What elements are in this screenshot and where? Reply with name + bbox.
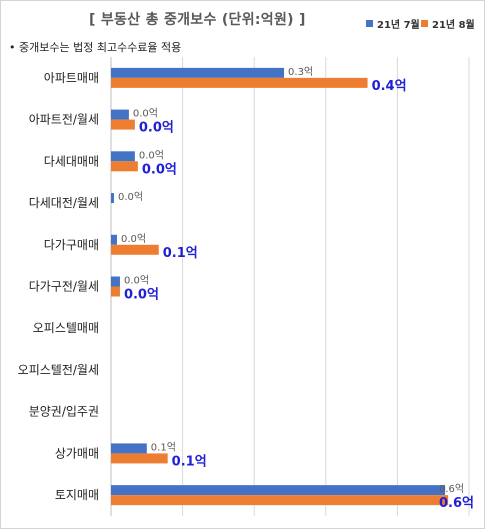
category-label: 다세대전/월세 — [29, 196, 99, 210]
data-label: 0.1억 — [172, 454, 207, 469]
legend-label-series-2: 21년 8월 — [432, 20, 475, 31]
data-label: 0.4억 — [372, 79, 407, 94]
data-label: 0.1억 — [163, 246, 198, 261]
bar — [111, 276, 120, 287]
bar — [111, 67, 285, 78]
bar — [111, 161, 138, 172]
legend-swatch-series-1 — [366, 20, 373, 27]
bar — [111, 109, 129, 120]
bar — [111, 453, 168, 464]
bar — [111, 119, 135, 130]
bar — [111, 485, 446, 496]
legend-item-series-2: 21년 8월 — [421, 16, 475, 31]
category-label: 다가구전/월세 — [29, 280, 99, 294]
legend-item-series-1: 21년 7월 — [366, 16, 420, 31]
category-label: 토지매매 — [55, 488, 99, 502]
category-label: 분양권/입주권 — [29, 405, 99, 419]
category-label: 다가구매매 — [44, 238, 99, 252]
category-label: 오피스텔전/월세 — [18, 363, 99, 377]
category-label: 아파트매매 — [44, 71, 99, 85]
bar — [111, 244, 159, 255]
bar — [111, 495, 449, 506]
data-label: 0.0억 — [124, 275, 149, 287]
data-label: 0.6억 — [439, 483, 464, 495]
bar — [111, 193, 114, 204]
data-label: 0.0억 — [124, 288, 159, 303]
bar — [111, 234, 117, 245]
bullet-icon: • — [9, 41, 19, 54]
category-label: 상가매매 — [55, 446, 99, 460]
category-label: 아파트전/월세 — [29, 113, 99, 127]
data-label: 0.0억 — [139, 149, 164, 161]
bar — [111, 151, 135, 162]
data-label: 0.3억 — [288, 66, 313, 78]
data-label: 0.0억 — [142, 162, 177, 177]
data-label: 0.1억 — [151, 441, 176, 453]
chart-title: [ 부동산 총 중개보수 (단위:억원) ] — [89, 12, 306, 28]
category-label: 오피스텔매매 — [33, 321, 99, 335]
data-label: 0.0억 — [118, 191, 143, 203]
chart-note-text: 중개보수는 법정 최고수수료율 적용 — [19, 41, 182, 54]
data-label: 0.0억 — [121, 233, 146, 245]
data-label: 0.6억 — [439, 496, 474, 511]
legend-label-series-1: 21년 7월 — [377, 20, 420, 31]
chart-note: • 중개보수는 법정 최고수수료율 적용 — [9, 39, 181, 55]
category-label: 다세대매매 — [44, 154, 99, 168]
bar — [111, 286, 120, 297]
bar — [111, 443, 147, 454]
bar — [111, 77, 368, 88]
data-label: 0.0억 — [133, 108, 158, 120]
data-label: 0.0억 — [139, 121, 174, 136]
legend-swatch-series-2 — [421, 20, 428, 27]
